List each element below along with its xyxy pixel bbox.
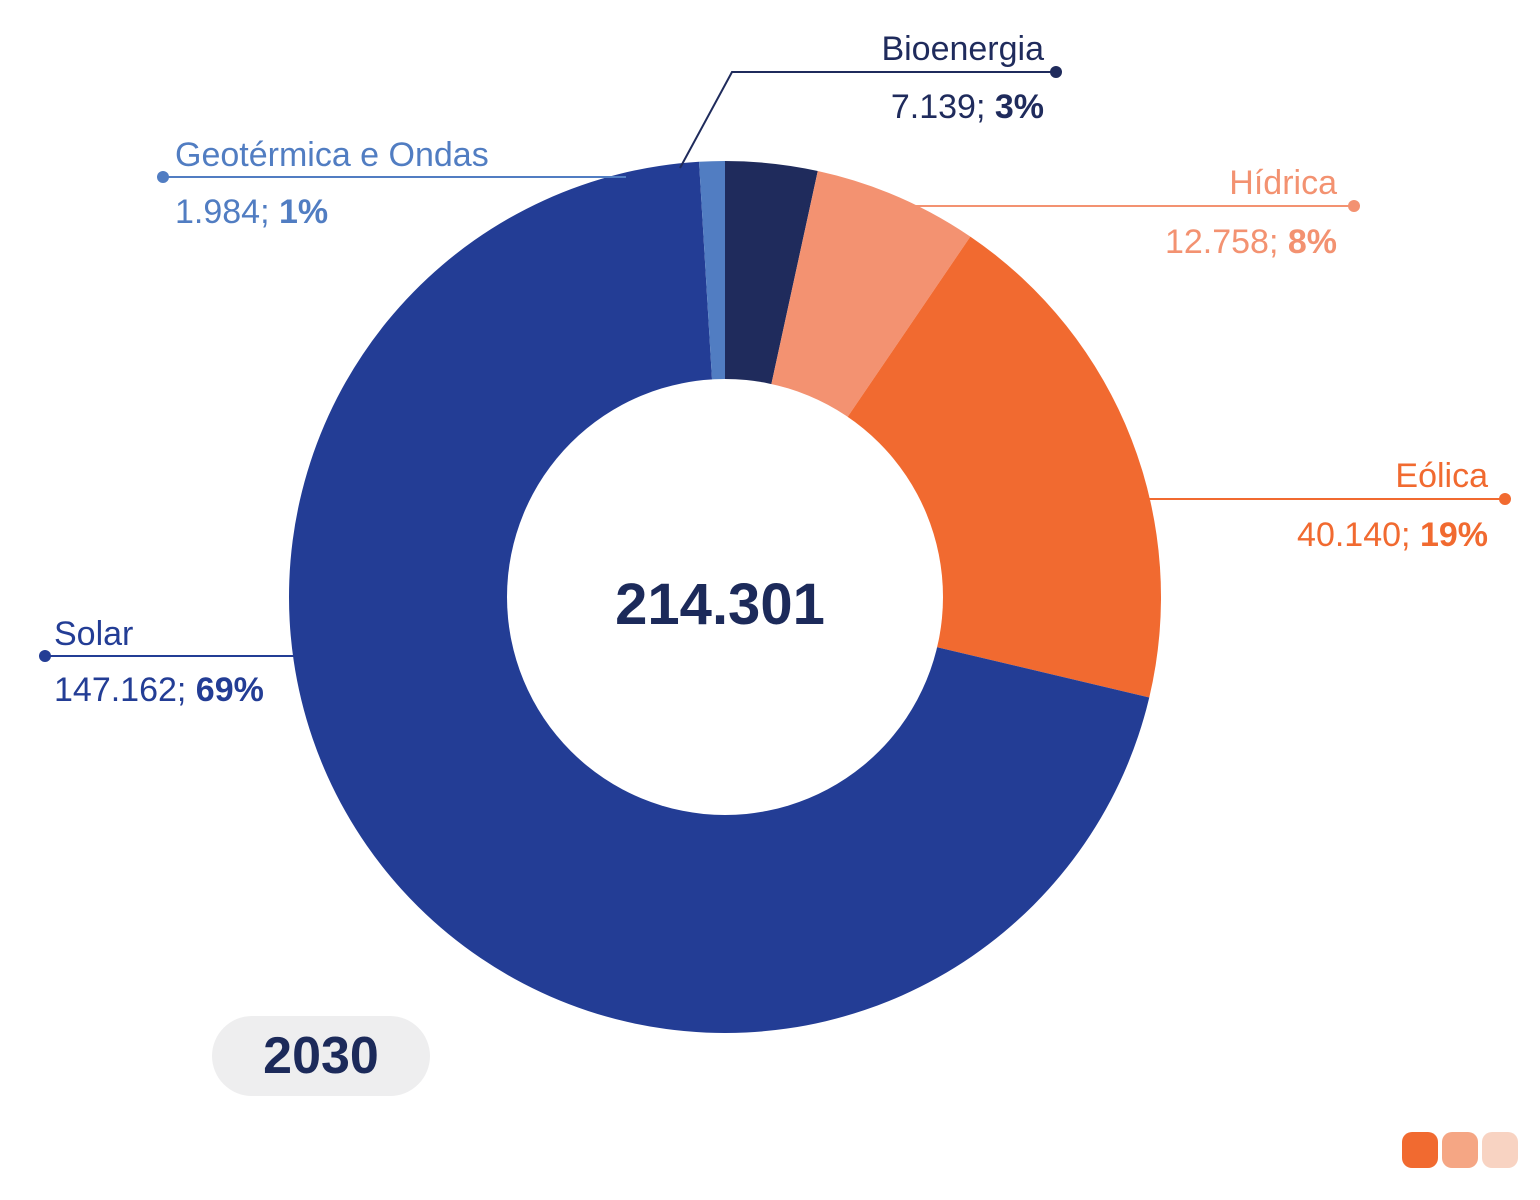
leader-dot-geot-rmica-e-ondas (157, 171, 169, 183)
label-name-bioenergia: Bioenergia (881, 30, 1044, 68)
leader-dot-solar (39, 650, 51, 662)
donut-hole (507, 379, 943, 815)
decor-dot-1 (1402, 1132, 1438, 1168)
callouts: Bioenergia 7.139; 3% Hídrica 12.758; 8% Eóli… (39, 30, 1511, 709)
leader-dot-bioenergia (1050, 66, 1062, 78)
decor-dot-3 (1482, 1132, 1518, 1168)
label-value-solar: 147.162; 69% (54, 671, 264, 709)
leader-dot-e-lica (1499, 493, 1511, 505)
label-value-h-drica: 12.758; 8% (1165, 223, 1337, 261)
decor-dot-2 (1442, 1132, 1478, 1168)
label-value-bioenergia: 7.139; 3% (891, 88, 1044, 126)
leader-line-bioenergia (679, 71, 1056, 169)
label-value-e-lica: 40.140; 19% (1297, 516, 1488, 554)
label-pct-geot-rmica-e-ondas: 1% (279, 193, 328, 231)
label-pct-h-drica: 8% (1288, 223, 1337, 261)
year-badge: 2030 (212, 1016, 430, 1096)
center-total: 214.301 (615, 572, 825, 637)
decorative-dots (1402, 1132, 1518, 1168)
label-pct-e-lica: 19% (1420, 516, 1488, 554)
label-name-geot-rmica-e-ondas: Geotérmica e Ondas (175, 136, 489, 174)
leader-dot-h-drica (1348, 200, 1360, 212)
label-pct-solar: 69% (196, 671, 264, 709)
label-name-h-drica: Hídrica (1229, 164, 1337, 202)
label-name-e-lica: Eólica (1395, 457, 1488, 495)
label-pct-bioenergia: 3% (995, 88, 1044, 126)
label-value-geot-rmica-e-ondas: 1.984; 1% (175, 193, 328, 231)
label-name-solar: Solar (54, 615, 133, 653)
